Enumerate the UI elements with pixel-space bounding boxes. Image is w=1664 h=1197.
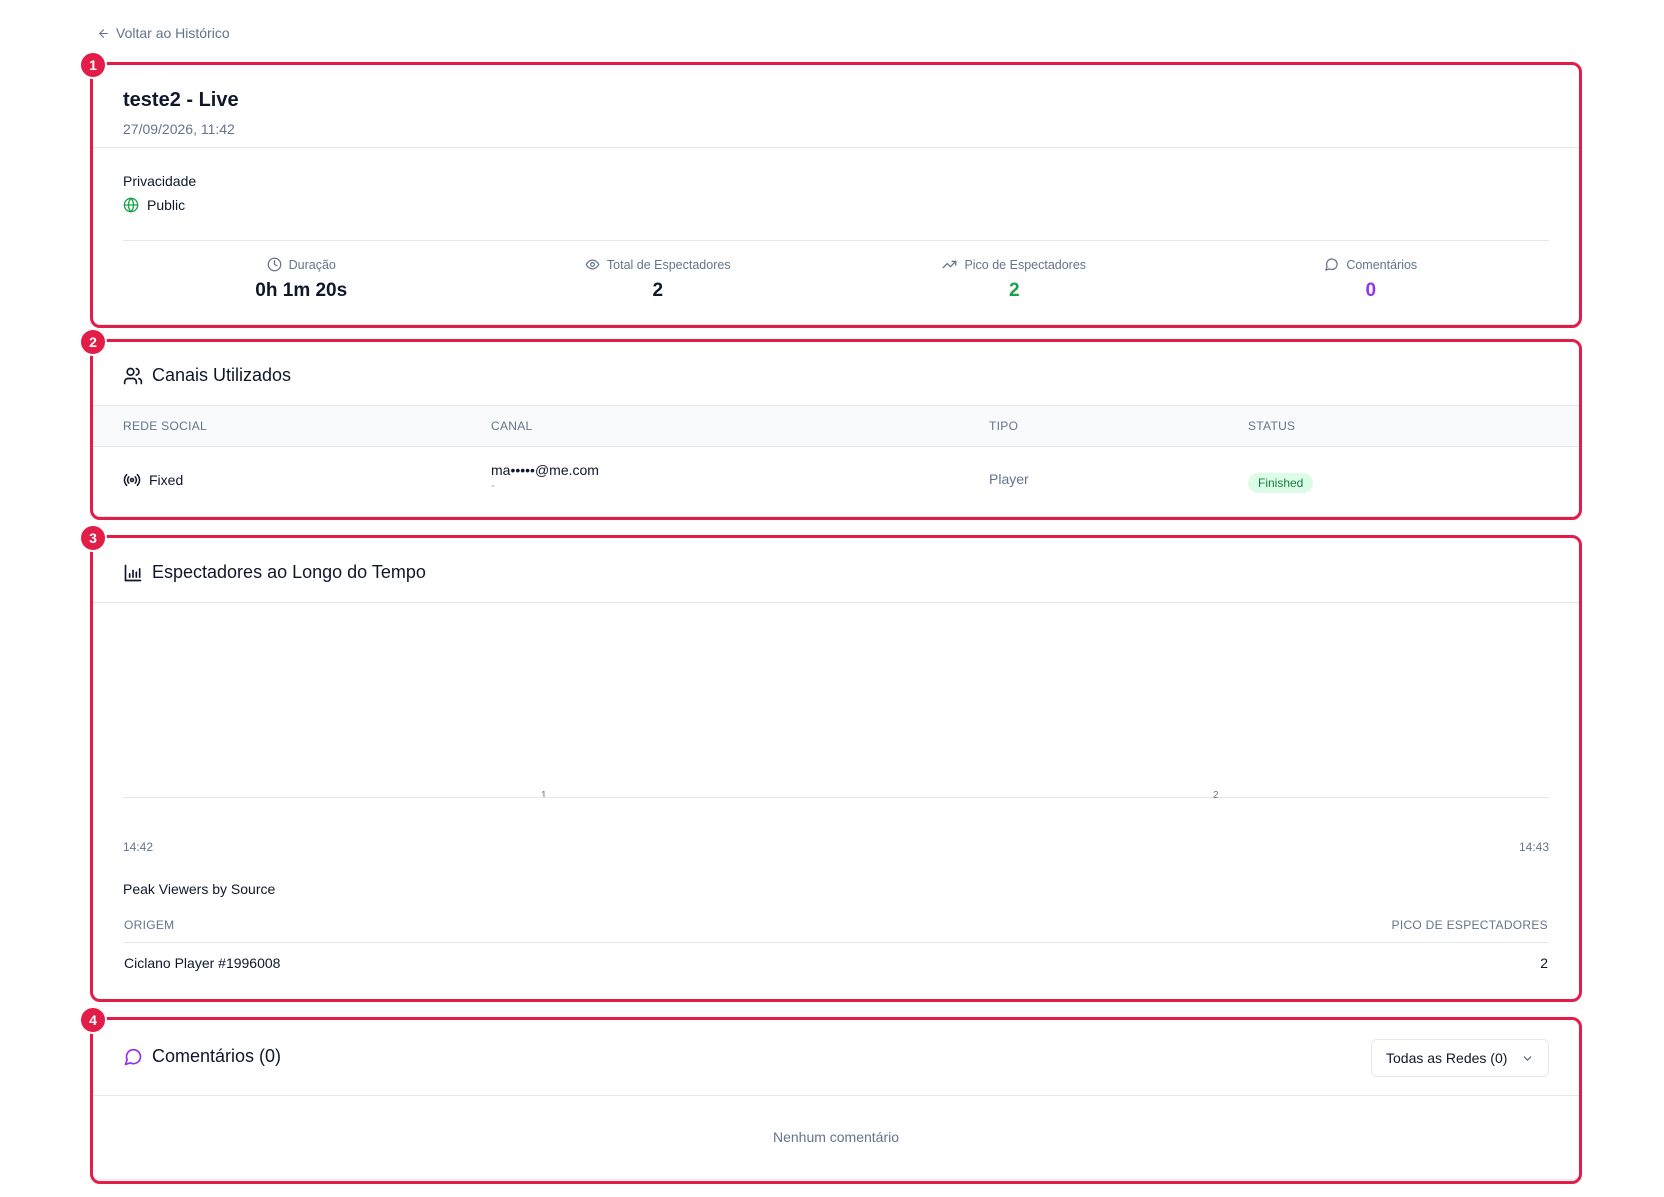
stat-comments: Comentários 0 bbox=[1193, 241, 1550, 310]
trending-up-icon bbox=[943, 260, 957, 269]
annotation-badge: 2 bbox=[79, 328, 107, 356]
stat-peak-viewers: Pico de Espectadores 2 bbox=[836, 241, 1193, 310]
column-header: REDE SOCIAL bbox=[123, 419, 207, 433]
divider bbox=[93, 147, 1579, 148]
network-name: Fixed bbox=[149, 472, 184, 488]
stat-total-viewers: Total de Espectadores 2 bbox=[480, 241, 837, 310]
bar-value-label: 1 bbox=[541, 790, 547, 801]
column-header: STATUS bbox=[1248, 419, 1296, 433]
message-circle-icon bbox=[124, 1048, 142, 1065]
chart-axis-line bbox=[123, 797, 1549, 798]
stat-value: 0 bbox=[1365, 280, 1377, 301]
time-axis-start: 14:42 bbox=[123, 840, 154, 854]
chart-title: Espectadores ao Longo do Tempo bbox=[152, 562, 426, 582]
chart-header: Espectadores ao Longo do Tempo bbox=[123, 562, 426, 583]
network-filter-value: Todas as Redes (0) bbox=[1386, 1050, 1508, 1066]
stat-label: Pico de Espectadores bbox=[964, 257, 1087, 272]
empty-comments-message: Nenhum comentário bbox=[772, 1129, 900, 1145]
back-link-label: Voltar ao Histórico bbox=[116, 25, 230, 41]
stat-duration: Duração 0h 1m 20s bbox=[123, 241, 480, 310]
bar-chart-icon bbox=[124, 564, 142, 581]
column-header: CANAL bbox=[491, 419, 533, 433]
stat-label: Duração bbox=[288, 257, 336, 272]
page-title: teste2 - Live bbox=[123, 89, 239, 111]
annotation-badge: 3 bbox=[79, 524, 107, 552]
privacy-value: Public bbox=[123, 197, 185, 213]
source-name: Ciclano Player #1996008 bbox=[124, 955, 281, 971]
stat-value: 0h 1m 20s bbox=[255, 280, 348, 301]
channel-sub: - bbox=[491, 478, 495, 492]
stat-value: 2 bbox=[652, 280, 664, 301]
broadcast-icon bbox=[123, 473, 141, 487]
channels-card: Canais Utilizados REDE SOCIAL CANAL TIPO… bbox=[92, 340, 1580, 517]
divider bbox=[93, 602, 1579, 603]
network-filter-select[interactable]: Todas as Redes (0) bbox=[1371, 1039, 1549, 1077]
live-datetime: 27/09/2026, 11:42 bbox=[123, 121, 235, 137]
network-cell: Fixed bbox=[123, 471, 183, 489]
bar-value-label: 2 bbox=[1213, 790, 1219, 801]
channel-email: ma•••••@me.com bbox=[491, 462, 599, 478]
eye-icon bbox=[585, 259, 600, 270]
arrow-left-icon bbox=[99, 28, 108, 38]
comments-title: Comentários (0) bbox=[152, 1046, 282, 1066]
stat-label: Comentários bbox=[1346, 257, 1418, 272]
viewers-chart-area bbox=[123, 647, 1549, 777]
annotation-badge: 1 bbox=[79, 51, 107, 79]
time-axis-end: 14:43 bbox=[1518, 840, 1549, 854]
live-summary-card: teste2 - Live 27/09/2026, 11:42 Privacid… bbox=[92, 63, 1580, 325]
globe-icon bbox=[123, 197, 139, 213]
peak-by-source-title: Peak Viewers by Source bbox=[123, 881, 276, 897]
column-header: TIPO bbox=[989, 419, 1019, 433]
stat-label: Total de Espectadores bbox=[606, 257, 731, 272]
status-badge: Finished bbox=[1248, 473, 1314, 493]
viewers-chart-card: Espectadores ao Longo do Tempo 1 2 14:42… bbox=[92, 536, 1580, 1000]
chevron-down-icon bbox=[1523, 1055, 1532, 1061]
privacy-label: Privacidade bbox=[123, 173, 197, 189]
privacy-value-text: Public bbox=[147, 197, 186, 213]
back-to-history-link[interactable]: Voltar ao Histórico bbox=[97, 25, 230, 41]
column-header: ORIGEM bbox=[124, 918, 175, 932]
divider bbox=[93, 1095, 1579, 1096]
channels-table-header: REDE SOCIAL CANAL TIPO STATUS bbox=[93, 405, 1579, 447]
source-peak-value: 2 bbox=[1540, 955, 1548, 971]
column-header: PICO DE ESPECTADORES bbox=[1391, 918, 1548, 932]
stats-row: Duração 0h 1m 20s Total de Espectadores … bbox=[123, 240, 1549, 310]
channels-header: Canais Utilizados bbox=[123, 365, 291, 386]
comments-card: Comentários (0) Todas as Redes (0) Nenhu… bbox=[92, 1018, 1580, 1180]
clock-icon bbox=[267, 257, 281, 272]
channels-title: Canais Utilizados bbox=[152, 365, 292, 385]
message-circle-icon bbox=[1325, 258, 1339, 271]
divider bbox=[123, 942, 1549, 943]
stat-value: 2 bbox=[1008, 280, 1020, 301]
users-icon bbox=[123, 367, 143, 384]
annotation-badge: 4 bbox=[79, 1006, 107, 1034]
channel-type: Player bbox=[989, 471, 1029, 487]
comments-header: Comentários (0) bbox=[123, 1046, 281, 1067]
